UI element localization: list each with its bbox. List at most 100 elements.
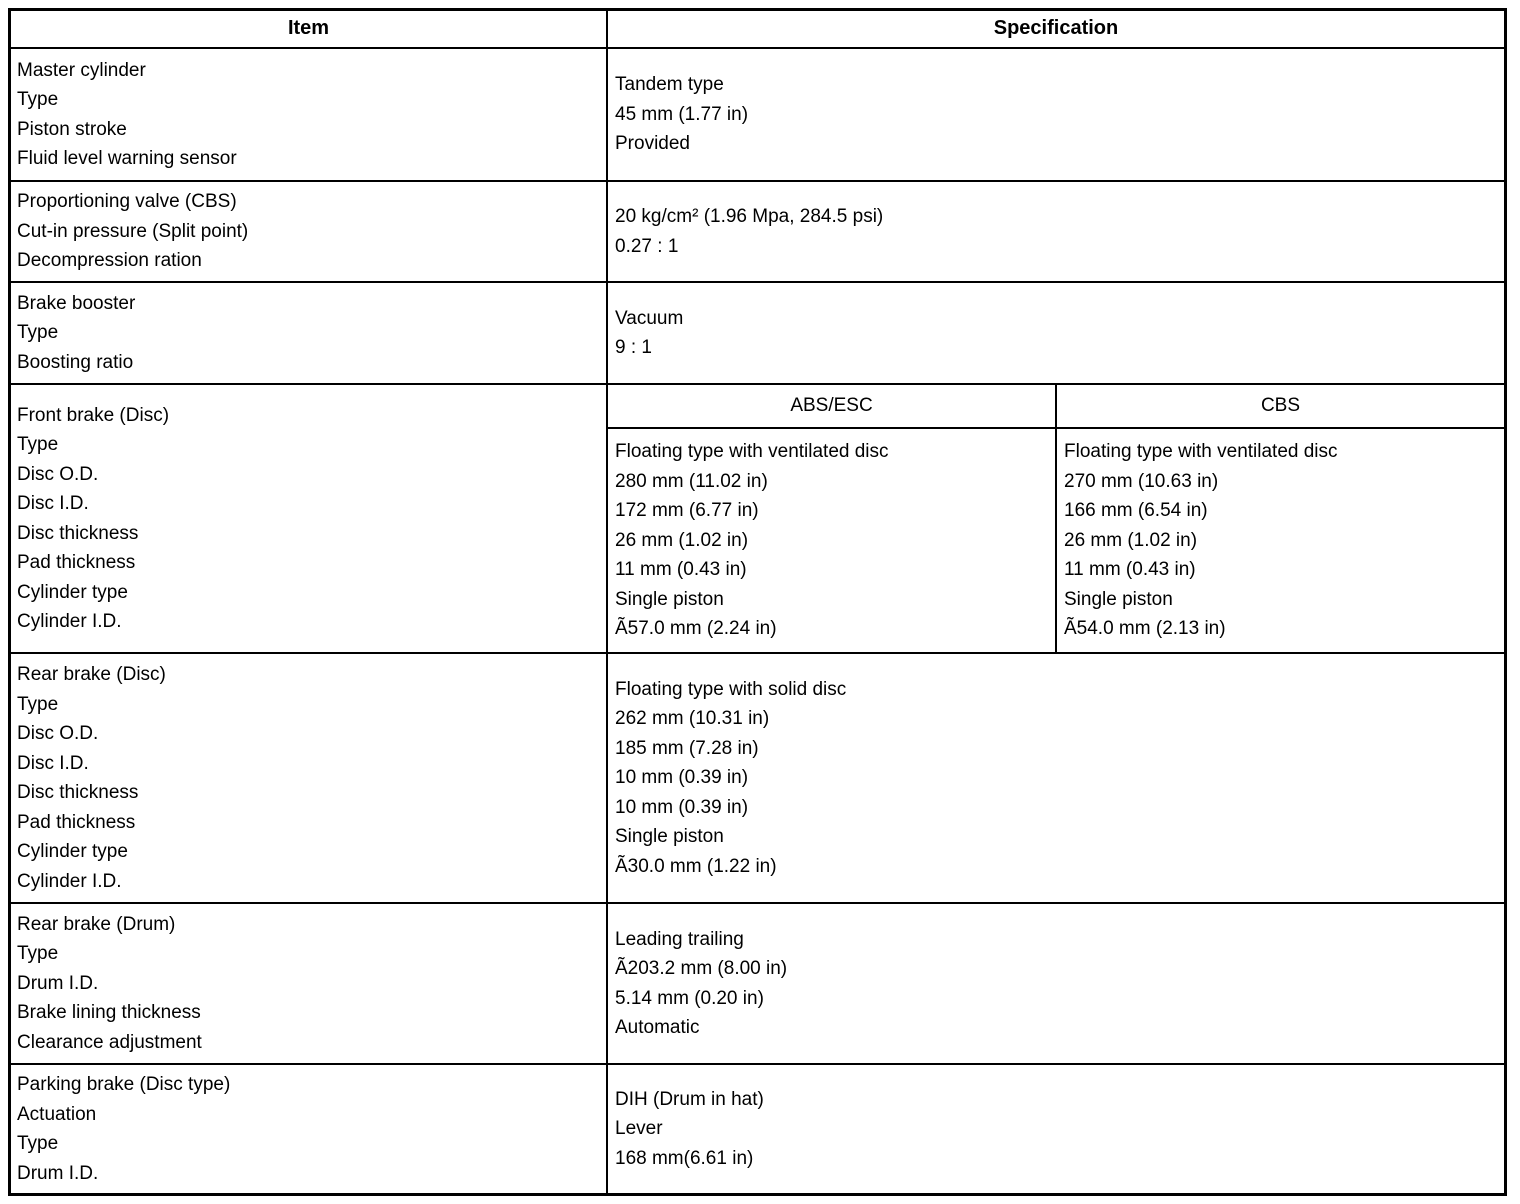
item-cell: Rear brake (Drum) Type Drum I.D. Brake lini… (11, 904, 608, 1063)
cell-line: Automatic (615, 1017, 700, 1038)
table-row-proportioning-valve: Proportioning valve (CBS) Cut-in pressure… (11, 182, 1504, 283)
cell-line: Piston stroke (17, 118, 127, 140)
cell-line: Brake lining thickness (17, 1002, 201, 1024)
cell-line: Disc O.D. (17, 723, 99, 744)
table-row-parking-brake: Parking brake (Disc type) Actuation Type Dr… (11, 1065, 1504, 1193)
table-row-front-brake: Front brake (Disc) Type Disc O.D. Disc I.D.… (11, 385, 1504, 654)
spec-cell: DIH (Drum in hat) Lever 168 mm(6.61 in) (608, 1065, 1504, 1193)
cell-line: Fluid level warning sensor (17, 148, 237, 169)
table-row-master-cylinder: Master cylinder Type Piston stroke Fluid le… (11, 49, 1504, 182)
cell-line: Boosting ratio (17, 351, 134, 373)
cell-line: Brake booster (17, 292, 136, 314)
cell-line: Single piston (615, 588, 724, 610)
cell-line: 10 mm (0.39 in) (615, 767, 749, 789)
cell-line: Master cylinder (17, 59, 146, 81)
cell-line: Rear brake (Disc) (17, 664, 166, 685)
cell-line: Disc thickness (17, 522, 139, 544)
cell-line: Parking brake (Disc type) (17, 1074, 231, 1095)
cell-line: Vacuum (615, 307, 684, 329)
cell-line: 10 mm (0.39 in) (615, 796, 749, 818)
item-column-header: Item (11, 11, 608, 47)
cell-line: Proportioning valve (CBS) (17, 191, 237, 213)
item-cell: Proportioning valve (CBS) Cut-in pressure… (11, 182, 608, 281)
cell-line: Tandem type (615, 74, 724, 96)
cell-line: Disc thickness (17, 782, 139, 803)
cell-line: 185 mm (7.28 in) (615, 737, 759, 759)
cell-line: Provided (615, 133, 690, 155)
cell-line: Cylinder type (17, 581, 128, 603)
cell-line: Single piston (615, 826, 724, 848)
cell-line: 45 mm (1.77 in) (615, 103, 749, 125)
table-row-rear-brake-drum: Rear brake (Drum) Type Drum I.D. Brake lini… (11, 904, 1504, 1065)
cell-line: DIH (Drum in hat) (615, 1088, 764, 1110)
cell-line: 166 mm (6.54 in) (1064, 500, 1208, 522)
spec-cell: Floating type with solid disc 262 mm (10.… (608, 654, 1504, 902)
cell-line: 26 mm (1.02 in) (1064, 529, 1198, 551)
cell-line: 262 mm (10.31 in) (615, 708, 770, 730)
cell-line: 280 mm (11.02 in) (615, 470, 768, 492)
spec-cell: Leading trailing Ã203.2 mm (8.00 in) 5.14 … (608, 904, 1504, 1063)
cell-line: Pad thickness (17, 811, 136, 833)
cell-line: 9 : 1 (615, 337, 652, 358)
cbs-spec-cell: Floating type with ventilated disc 270 mm… (1057, 429, 1504, 652)
cell-line: Floating type with ventilated disc (1064, 441, 1338, 463)
cell-line: 26 mm (1.02 in) (615, 529, 749, 551)
cell-line: Cut-in pressure (Split point) (17, 220, 249, 242)
spec-cell: Tandem type 45 mm (1.77 in) Provided (608, 49, 1504, 180)
item-cell: Front brake (Disc) Type Disc O.D. Disc I.D.… (11, 385, 608, 652)
cell-line: Lever (615, 1118, 663, 1140)
cell-line: Single piston (1064, 588, 1173, 610)
item-cell: Parking brake (Disc type) Actuation Type Dr… (11, 1065, 608, 1193)
specification-column-header: Specification (993, 17, 1119, 40)
cell-line: Type (17, 943, 59, 965)
cell-line: 270 mm (10.63 in) (1064, 470, 1219, 492)
cell-line: Ã203.2 mm (8.00 in) (615, 958, 788, 979)
cell-line: 11 mm (0.43 in) (615, 559, 747, 581)
cell-line: Drum I.D. (17, 1162, 99, 1184)
spec-cell-split: ABS/ESC CBS Floating type with ventilate… (608, 385, 1504, 652)
table-row-rear-brake-disc: Rear brake (Disc) Type Disc O.D. Disc I.D. D… (11, 654, 1504, 904)
cell-line: 168 mm(6.61 in) (615, 1147, 754, 1169)
cell-line: Drum I.D. (17, 972, 99, 994)
cell-line: Type (17, 322, 59, 344)
cell-line: Ã54.0 mm (2.13 in) (1064, 618, 1226, 640)
cell-line: Type (17, 1133, 59, 1154)
cell-line: Clearance adjustment (17, 1031, 202, 1053)
cell-line: Disc I.D. (17, 493, 89, 514)
cbs-column-header: CBS (1260, 395, 1301, 417)
item-cell: Brake booster Type Boosting ratio (11, 283, 608, 383)
abs-esc-column-header: ABS/ESC (608, 385, 1057, 427)
sub-content-row: Floating type with ventilated disc 280 mm… (608, 429, 1504, 652)
cell-line: 172 mm (6.77 in) (615, 500, 759, 522)
cell-line: Front brake (Disc) (17, 404, 170, 426)
cell-line: Rear brake (Drum) (17, 913, 176, 935)
cell-line: Type (17, 89, 59, 110)
spec-cell: Vacuum 9 : 1 (608, 283, 1504, 383)
item-cell: Rear brake (Disc) Type Disc O.D. Disc I.D. D… (11, 654, 608, 902)
item-cell: Master cylinder Type Piston stroke Fluid le… (11, 49, 608, 180)
cell-line: Pad thickness (17, 552, 136, 573)
brake-specification-table: Item Specification Master cylinder Type Pi… (8, 8, 1507, 1196)
abs-esc-spec-cell: Floating type with ventilated disc 280 mm… (608, 429, 1057, 652)
cell-line: Floating type with solid disc (615, 678, 847, 700)
cell-line: Disc O.D. (17, 463, 99, 485)
cell-line: Leading trailing (615, 928, 744, 950)
cell-line: Type (17, 693, 59, 715)
cell-line: Actuation (17, 1103, 97, 1125)
cell-line: Floating type with ventilated disc (615, 441, 889, 463)
cell-line: Cylinder type (17, 841, 128, 862)
cell-line: Decompression ration (17, 250, 202, 272)
cell-line: Disc I.D. (17, 752, 89, 774)
cell-line: 0.27 : 1 (615, 235, 679, 257)
sub-header-row: ABS/ESC CBS (608, 385, 1504, 429)
cell-line: Cylinder I.D. (17, 611, 122, 632)
table-row-brake-booster: Brake booster Type Boosting ratio Vacuum 9 … (11, 283, 1504, 385)
cell-line: Type (17, 434, 59, 455)
cell-line: Ã57.0 mm (2.24 in) (615, 618, 777, 640)
cell-line: Ã30.0 mm (1.22 in) (615, 855, 777, 877)
cell-line: 5.14 mm (0.20 in) (615, 987, 764, 1009)
cell-line: Cylinder I.D. (17, 870, 122, 892)
spec-cell: 20 kg/cm² (1.96 Mpa, 284.5 psi) 0.27 : 1 (608, 182, 1504, 281)
cell-line: 11 mm (0.43 in) (1064, 559, 1196, 581)
cell-line: 20 kg/cm² (1.96 Mpa, 284.5 psi) (615, 206, 884, 227)
